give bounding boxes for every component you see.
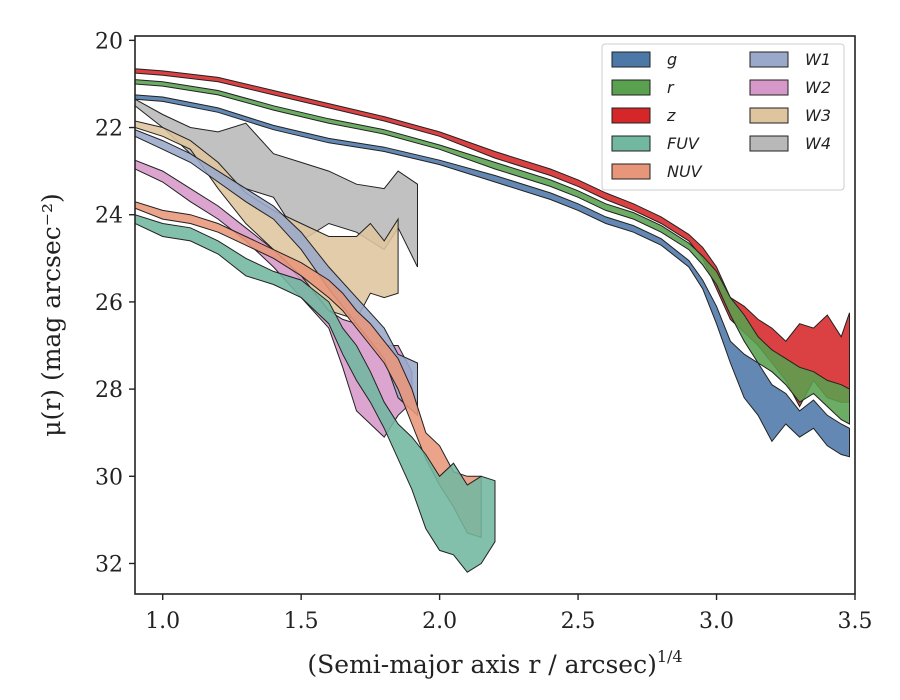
x-tick-label: 1.5 bbox=[284, 609, 319, 634]
legend-swatch-z bbox=[611, 107, 651, 124]
legend-label-NUV: NUV bbox=[667, 162, 703, 181]
legend-label-z: z bbox=[666, 106, 676, 125]
y-tick-label: 22 bbox=[95, 117, 123, 142]
y-tick-label: 28 bbox=[95, 378, 123, 403]
band-g bbox=[135, 94, 850, 458]
y-tick-label: 30 bbox=[95, 465, 123, 490]
legend-swatch-W4 bbox=[749, 135, 789, 152]
y-tick-label: 24 bbox=[95, 204, 123, 229]
legend-swatch-g bbox=[611, 51, 651, 68]
legend-swatch-W2 bbox=[749, 79, 789, 96]
legend-label-FUV: FUV bbox=[667, 134, 700, 153]
legend-label-g: g bbox=[667, 50, 677, 69]
legend: grz FUV NUV W1 W2 W3 W4 bbox=[601, 43, 845, 191]
y-tick-label: 32 bbox=[95, 552, 123, 577]
y-axis-ticks: 20 22 24 26 28 30 32 bbox=[95, 29, 135, 577]
x-axis-label: (Semi-major axis r / arcsec)1/4 bbox=[307, 647, 682, 679]
legend-label-W3: W3 bbox=[805, 106, 831, 125]
x-tick-label: 2.0 bbox=[422, 609, 457, 634]
legend-swatch-NUV bbox=[611, 163, 651, 180]
legend-swatch-W1 bbox=[749, 51, 789, 68]
series-bands bbox=[135, 68, 850, 573]
x-tick-label: 3.5 bbox=[838, 609, 873, 634]
legend-label-r: r bbox=[667, 78, 675, 97]
y-tick-label: 20 bbox=[95, 29, 123, 54]
plot-frame bbox=[134, 35, 856, 595]
x-tick-label: 3.0 bbox=[699, 609, 734, 634]
legend-swatch-r bbox=[611, 79, 651, 96]
x-tick-label: 2.5 bbox=[561, 609, 596, 634]
band-FUV bbox=[135, 214, 496, 573]
legend-swatch-FUV bbox=[611, 135, 651, 152]
x-axis-ticks: 1.0 1.5 2.0 2.5 3.0 3.5 bbox=[145, 594, 873, 634]
band-r bbox=[135, 79, 850, 425]
legend-label-W4: W4 bbox=[805, 134, 831, 153]
legend-swatch-W3 bbox=[749, 107, 789, 124]
x-tick-label: 1.0 bbox=[145, 609, 180, 634]
y-tick-label: 26 bbox=[95, 291, 123, 316]
legend-label-W2: W2 bbox=[805, 78, 831, 97]
y-axis-label: μ(r) (mag arcsec⁻²) bbox=[37, 193, 66, 436]
legend-label-W1: W1 bbox=[805, 50, 831, 69]
